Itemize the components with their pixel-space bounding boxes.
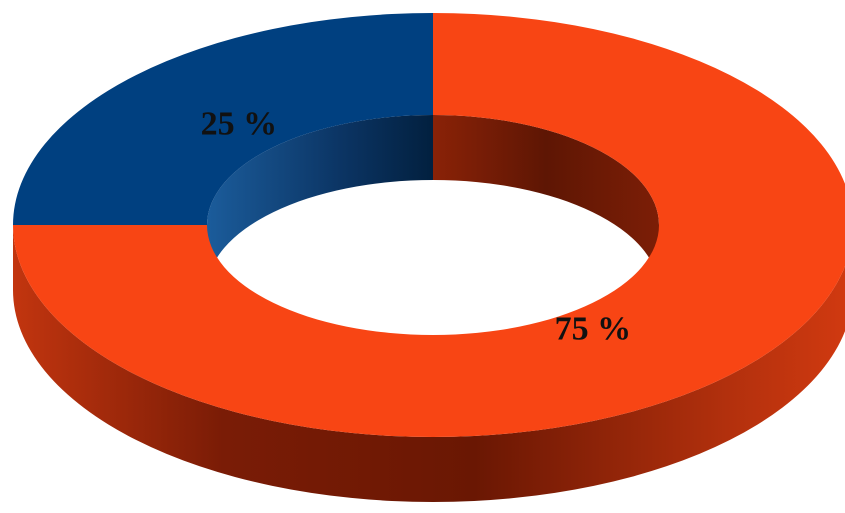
donut-top-layer bbox=[13, 13, 845, 437]
donut-side-layer bbox=[13, 225, 845, 502]
slice-side-0 bbox=[13, 225, 845, 502]
slice-top-1 bbox=[13, 13, 433, 225]
data-label-25: 25 % bbox=[201, 106, 278, 143]
slice-inner-wall-0 bbox=[433, 115, 659, 290]
donut-labels-layer: 75 % 25 % bbox=[201, 106, 632, 348]
slice-top-0 bbox=[13, 13, 845, 437]
slice-inner-wall-1 bbox=[207, 115, 433, 290]
data-label-75: 75 % bbox=[555, 311, 632, 348]
donut-inner-layer bbox=[207, 115, 659, 290]
